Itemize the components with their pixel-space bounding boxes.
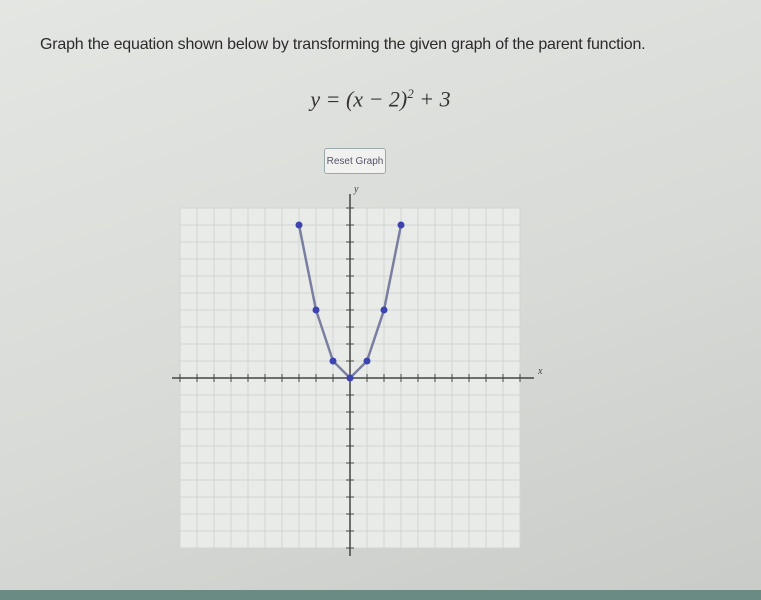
point	[329, 357, 337, 365]
point	[312, 306, 320, 314]
y-axis-label: y	[353, 184, 359, 195]
equation-base: y = (x − 2)	[310, 86, 408, 112]
point	[295, 221, 303, 229]
equation-exponent: 2	[407, 86, 414, 101]
instruction: Graph the equation shown below by transf…	[40, 36, 646, 53]
equation: y = (x − 2)2 + 3	[0, 86, 761, 112]
equation-tail: + 3	[413, 86, 451, 112]
reset-button[interactable]: Reset Graph	[324, 148, 386, 174]
point	[346, 374, 354, 382]
taskbar	[0, 590, 761, 600]
point	[397, 221, 405, 229]
x-axis-label: x	[537, 366, 543, 377]
point	[380, 306, 388, 314]
point	[363, 357, 371, 365]
